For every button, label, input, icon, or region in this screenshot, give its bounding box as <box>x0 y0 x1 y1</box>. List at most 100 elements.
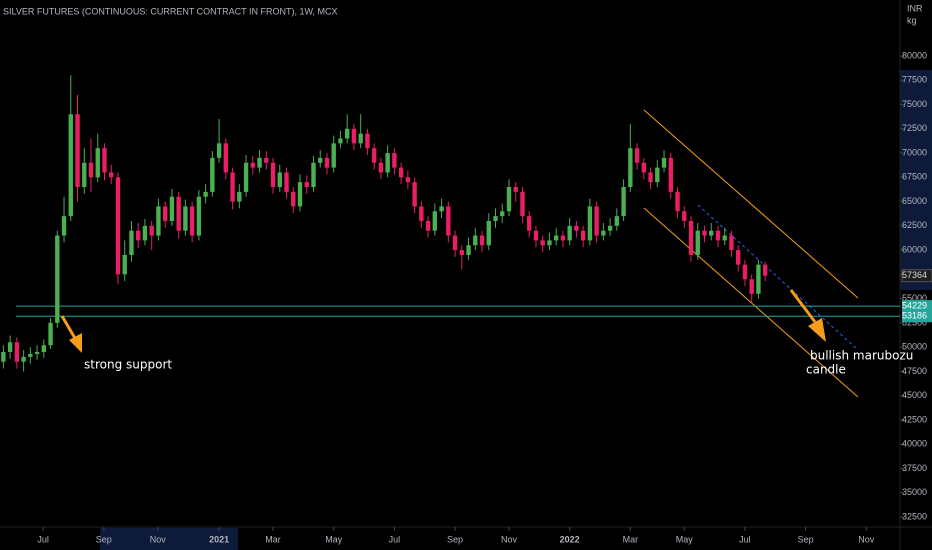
candle-body <box>270 162 276 188</box>
candle-body <box>189 206 195 236</box>
candle-body <box>547 240 552 246</box>
candle-body <box>102 148 107 173</box>
candle-body <box>311 162 316 188</box>
y-tick-label: 52500 <box>902 317 927 327</box>
candle-body <box>702 230 707 236</box>
annotation: strong support <box>84 358 172 372</box>
candle-body <box>560 235 566 241</box>
candle-body <box>432 211 438 231</box>
candle-body <box>688 220 694 255</box>
y-tick-label: 45000 <box>902 390 927 400</box>
candle-body <box>439 206 444 212</box>
y-tick-label: 50000 <box>902 342 927 352</box>
candle-body <box>203 191 208 197</box>
candle-body <box>473 235 478 246</box>
candle-body <box>48 322 53 346</box>
candle-body <box>61 216 67 236</box>
candle-body <box>486 220 491 246</box>
candle-body <box>641 162 647 173</box>
candle-body <box>722 235 727 241</box>
candle-body <box>149 225 154 236</box>
x-tick-label: Nov <box>858 534 875 544</box>
candle-body <box>284 172 289 192</box>
y-tick-label: 40000 <box>902 439 927 449</box>
candle-body <box>601 230 606 236</box>
candle-body <box>493 216 498 221</box>
level-tag-label: 54229 <box>902 300 927 310</box>
candle-body <box>533 230 539 241</box>
arrow-support <box>60 315 82 353</box>
candle-body <box>540 240 545 246</box>
level-tag <box>902 310 932 323</box>
y-tick-label: 55000 <box>902 293 927 303</box>
candle-body <box>7 342 13 353</box>
candle-body <box>34 352 40 354</box>
candle-body <box>655 167 660 183</box>
y-tick-label: 42500 <box>902 414 927 424</box>
candle-body <box>479 235 485 246</box>
candle-body <box>574 225 579 231</box>
y-tick-label: 75000 <box>902 99 927 109</box>
candle-body <box>607 225 613 231</box>
candle-body <box>587 206 593 241</box>
candle-body <box>412 182 417 207</box>
candle-body <box>371 148 377 163</box>
candle-body <box>762 264 768 276</box>
candle-body <box>122 254 127 275</box>
candle-body <box>324 157 330 168</box>
y-tick-label: 60000 <box>902 244 927 254</box>
channel-lower <box>643 207 859 398</box>
y-tick-label: 32500 <box>902 511 927 521</box>
candle-body <box>250 162 255 168</box>
candle-body <box>1 352 6 362</box>
candle-body <box>749 279 754 294</box>
candle-body <box>95 148 100 178</box>
candle-body <box>756 264 761 294</box>
candle-body <box>21 356 26 362</box>
candle-body <box>136 230 141 241</box>
x-tick-label: Jul <box>389 534 401 544</box>
candle-body <box>115 177 121 275</box>
candle-body <box>527 216 532 231</box>
y-tick-label: 65000 <box>902 196 927 206</box>
candle-body <box>628 148 633 188</box>
x-tick-label: Jul <box>37 534 49 544</box>
arrow-marubozu <box>789 289 826 342</box>
y-tick-label: 67500 <box>902 172 927 182</box>
candle-body <box>169 196 175 221</box>
y-tick-label: 37500 <box>902 463 927 473</box>
candle-body <box>216 143 222 158</box>
candle-body <box>331 143 336 168</box>
candle-body <box>365 133 370 149</box>
candle-body <box>513 187 518 192</box>
candle-body <box>156 206 161 236</box>
candle-body <box>736 250 741 265</box>
candle-body <box>594 206 599 236</box>
candle-body <box>614 216 620 226</box>
last-price-tag <box>901 269 932 283</box>
x-tick-label: Nov <box>150 534 167 544</box>
candle-body <box>55 235 60 323</box>
x-tick-label: Sep <box>798 534 814 544</box>
candle-body <box>405 177 411 183</box>
annotation: candle <box>806 363 846 377</box>
candle-body <box>68 114 73 217</box>
candle-body <box>176 196 181 231</box>
candle-body <box>142 225 148 241</box>
candle-body <box>75 114 80 188</box>
candle-body <box>715 230 721 241</box>
y-tick-label: 47500 <box>902 366 927 376</box>
x-tick-label: Sep <box>447 534 463 544</box>
x-tick-label: Mar <box>265 534 281 544</box>
candle-body <box>82 162 87 188</box>
candle-body <box>304 182 309 188</box>
level-tag-label: 53186 <box>902 311 927 321</box>
candle-body <box>742 264 748 280</box>
candle-body <box>446 206 451 236</box>
currency: INR <box>907 3 923 13</box>
candle-body <box>500 211 505 217</box>
